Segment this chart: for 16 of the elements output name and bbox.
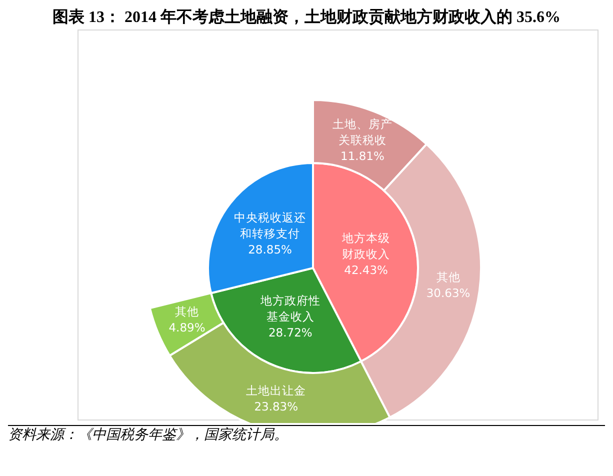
data-label: 23.83%	[254, 400, 298, 414]
chart-title: 图表 13： 2014 年不考虑土地融资，土地财政贡献地方财政收入的 35.6%	[52, 8, 562, 28]
data-label: 42.43%	[344, 263, 388, 278]
slice-label: 土地、房产关联税收	[332, 116, 392, 147]
data-label: 30.63%	[426, 286, 470, 300]
slice-label: 地方本级财政收入	[341, 231, 390, 262]
slice-label: 其他	[436, 270, 460, 284]
slice-label: 中央税收返还和转移支付	[234, 210, 306, 240]
slice-label: 土地出让金	[246, 384, 306, 398]
text: 资料来源：《中国税务年鉴》，国家统计局。	[8, 425, 605, 444]
data-label: 4.89%	[168, 320, 206, 335]
data-label: 28.85%	[248, 242, 292, 256]
slice-label: 其他	[175, 304, 200, 319]
slice-label: 地方政府性基金收入	[259, 294, 320, 324]
data-label: 11.81%	[340, 148, 384, 163]
data-label: 28.72%	[268, 326, 312, 340]
